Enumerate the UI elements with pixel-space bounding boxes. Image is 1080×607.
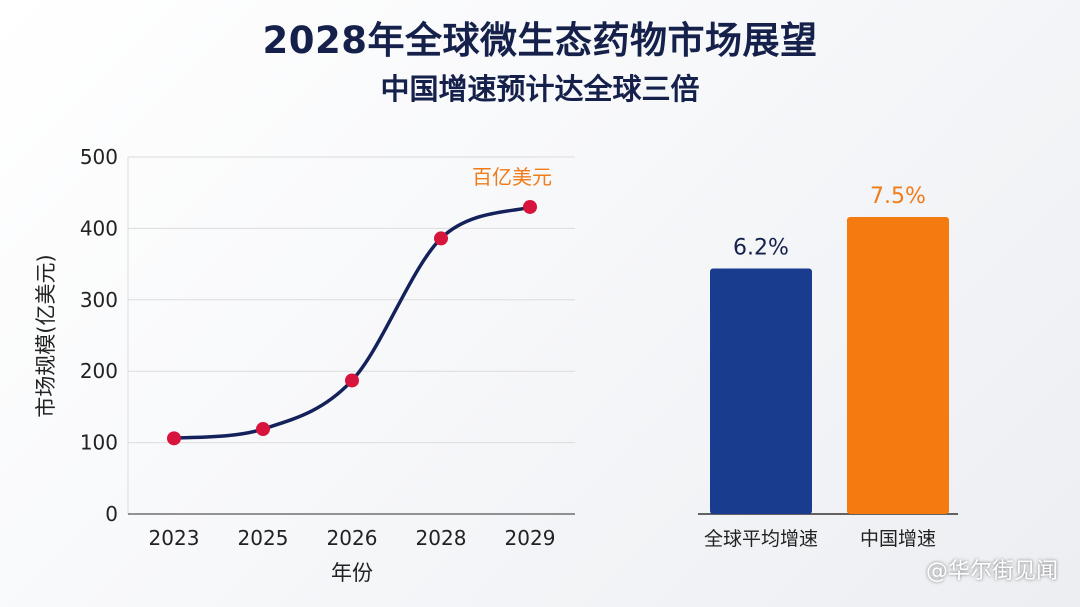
x-tick-label: 2026 — [327, 526, 378, 550]
x-tick-label: 2023 — [149, 526, 200, 550]
line-chart: 0 100 200 300 400 500 2023 2025 2026 2028 2029 市场… — [34, 145, 575, 585]
bar — [710, 268, 812, 514]
watermark: @华尔街见闻 — [925, 559, 1058, 584]
y-tick-label: 0 — [105, 502, 118, 526]
data-point — [256, 422, 270, 437]
chart-subtitle: 中国增速预计达全球三倍 — [380, 72, 700, 106]
bar — [847, 217, 949, 514]
annotation-label: 百亿美元 — [472, 165, 552, 189]
bar-category-label: 全球平均增速 — [704, 528, 818, 550]
data-point — [523, 199, 537, 214]
y-tick-label: 300 — [80, 288, 118, 312]
x-axis-title: 年份 — [331, 561, 373, 585]
bar-value-label: 7.5% — [870, 184, 926, 209]
y-tick-label: 100 — [80, 431, 118, 455]
series-line — [173, 205, 531, 441]
data-point — [167, 431, 181, 446]
chart-title: 2028年全球微生态药物市场展望 — [262, 19, 818, 62]
x-tick-label: 2029 — [505, 526, 556, 550]
y-axis-title: 市场规模(亿美元) — [34, 254, 58, 417]
data-point — [434, 231, 448, 246]
bar-value-label: 6.2% — [733, 235, 789, 260]
y-tick-label: 200 — [80, 359, 118, 383]
data-point — [345, 373, 359, 388]
y-tick-label: 500 — [80, 145, 118, 169]
x-tick-label: 2028 — [416, 526, 467, 550]
y-tick-label: 400 — [80, 216, 118, 240]
bar-category-label: 中国增速 — [860, 528, 936, 550]
x-tick-label: 2025 — [238, 526, 289, 550]
bar-chart: 6.2% 全球平均增速 7.5% 中国增速 — [698, 184, 958, 550]
